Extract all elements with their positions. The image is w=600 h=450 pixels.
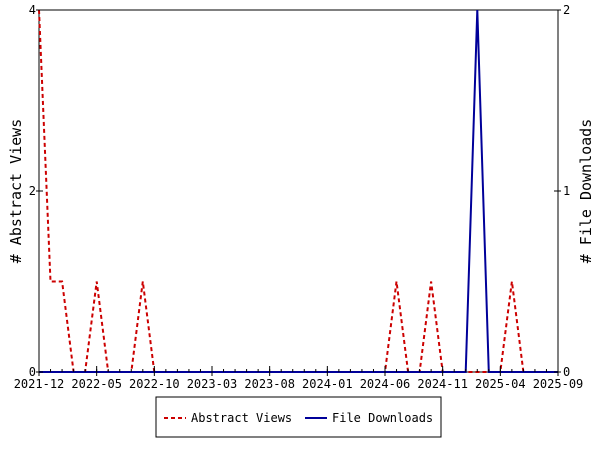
x-tick-label: 2025-09 [533, 377, 584, 391]
y-left-tick-label: 0 [29, 365, 36, 379]
x-tick-label: 2024-01 [302, 377, 353, 391]
y-left-tick-label: 2 [29, 184, 36, 198]
x-tick-label: 2023-03 [187, 377, 238, 391]
y-axis-right-title: # File Downloads [577, 119, 595, 264]
x-tick-label: 2024-11 [417, 377, 468, 391]
plot-area [38, 9, 559, 373]
legend-label-file-downloads: File Downloads [332, 411, 433, 425]
axes-layer: 2021-12 2022-05 2022-10 2023-03 2023-08 2024-… [14, 3, 584, 391]
legend-box [155, 396, 442, 438]
y-left-tick-label: 4 [29, 3, 36, 17]
legend-label-abstract-views: Abstract Views [191, 411, 292, 425]
x-tick-label: 2024-06 [360, 377, 411, 391]
series-line-file-downloads [39, 9, 558, 373]
y-right-tick-label: 2 [563, 3, 570, 17]
x-tick-label: 2022-10 [129, 377, 180, 391]
y-right-tick-label: 1 [563, 184, 570, 198]
y-right-tick-label: 0 [563, 365, 570, 379]
x-tick-label: 2021-12 [14, 377, 65, 391]
y-axis-left-title: # Abstract Views [7, 119, 25, 264]
x-tick-label: 2025-04 [475, 377, 526, 391]
x-tick-label: 2023-08 [244, 377, 295, 391]
plot-frame [38, 9, 559, 373]
series-layer [38, 9, 558, 373]
legend: Abstract Views File Downloads [155, 396, 442, 438]
x-tick-label: 2022-05 [71, 377, 122, 391]
